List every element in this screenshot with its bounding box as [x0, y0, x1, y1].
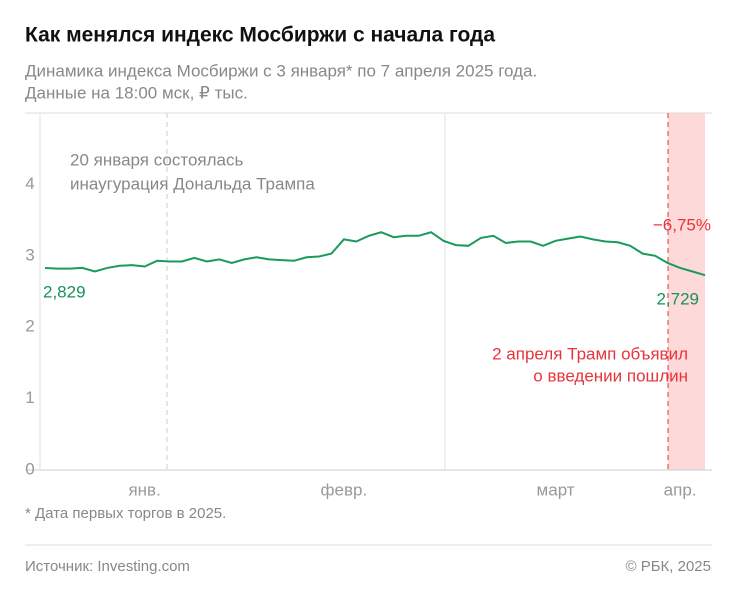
annotation: 2 апреля Трамп объявил — [492, 344, 688, 363]
x-tick-label: апр. — [664, 480, 697, 499]
source: Источник: Investing.com — [25, 558, 190, 575]
y-tick-label: 4 — [25, 174, 34, 193]
x-tick-label: март — [537, 480, 575, 499]
data-label: 2,829 — [43, 282, 86, 301]
y-tick-label: 2 — [25, 317, 34, 336]
y-tick-label: 3 — [25, 245, 34, 264]
copyright: © РБК, 2025 — [625, 558, 711, 575]
x-tick-label: янв. — [128, 480, 160, 499]
data-label: 2,729 — [656, 290, 699, 309]
subtitle: Данные на 18:00 мск, ₽ тыс. — [25, 83, 248, 102]
event-region — [668, 113, 705, 470]
x-tick-label: февр. — [321, 480, 368, 499]
annotation: инаугурация Дональда Трампа — [70, 174, 315, 193]
line — [44, 231, 706, 277]
chart-title: Как менялся индекс Мосбиржи с начала год… — [25, 24, 495, 47]
subtitle: Динамика индекса Мосбиржи с 3 января* по… — [25, 61, 537, 80]
annotation: 20 января состоялась — [70, 150, 243, 169]
annotation: −6,75% — [653, 215, 711, 234]
y-tick-label: 0 — [25, 459, 34, 478]
y-tick-label: 1 — [25, 388, 34, 407]
footnote: * Дата первых торгов в 2025. — [25, 505, 226, 522]
annotation: о введении пошлин — [533, 366, 688, 385]
